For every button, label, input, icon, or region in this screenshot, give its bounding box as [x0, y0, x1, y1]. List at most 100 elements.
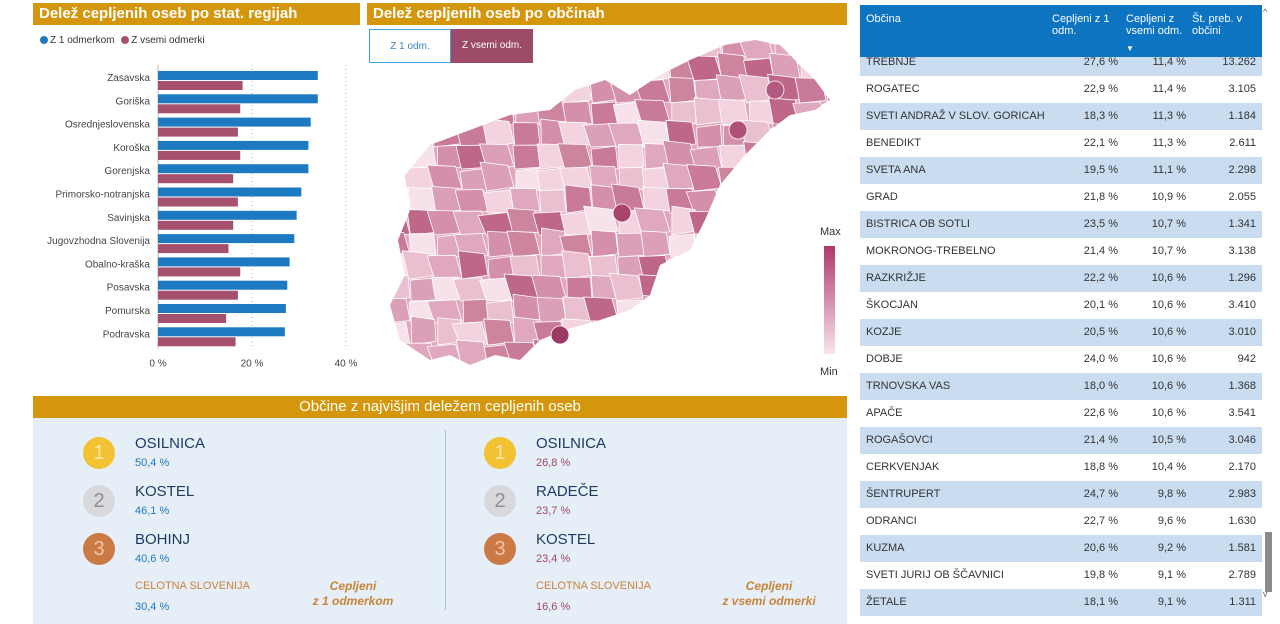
municipality-region[interactable]: [512, 122, 541, 148]
municipality-region[interactable]: [409, 75, 437, 104]
municipality-region[interactable]: [488, 366, 514, 389]
municipality-region[interactable]: [617, 144, 645, 170]
municipality-region[interactable]: [383, 145, 411, 170]
municipality-region[interactable]: [693, 232, 723, 258]
municipality-region[interactable]: [796, 141, 827, 170]
bar-dose1[interactable]: [158, 117, 311, 127]
bar-full[interactable]: [158, 174, 234, 184]
municipality-region[interactable]: [384, 119, 411, 148]
bar-full[interactable]: [158, 244, 229, 254]
municipality-region[interactable]: [614, 321, 645, 346]
municipality-region[interactable]: [615, 343, 645, 367]
bar-dose1[interactable]: [158, 210, 297, 220]
bar-full[interactable]: [158, 290, 238, 300]
column-header-population[interactable]: Št. preb. v občini: [1192, 13, 1243, 37]
municipality-region[interactable]: [634, 361, 671, 389]
table-scrollbar[interactable]: ^ v: [1262, 5, 1275, 624]
municipality-region[interactable]: [532, 57, 567, 82]
municipality-region[interactable]: [773, 341, 801, 367]
municipality-region[interactable]: [463, 366, 488, 389]
municipality-region[interactable]: [722, 273, 749, 302]
municipality-region[interactable]: [689, 275, 723, 302]
bar-full[interactable]: [158, 81, 243, 90]
municipality-region[interactable]: [749, 189, 775, 214]
municipality-region[interactable]: [817, 123, 840, 148]
municipality-region[interactable]: [567, 57, 593, 82]
municipality-region[interactable]: [483, 318, 515, 346]
table-row[interactable]: ŠENTRUPERT 24,7 % 9,8 % 2.983: [860, 481, 1262, 508]
municipality-region[interactable]: [792, 101, 827, 126]
municipality-region-highlight[interactable]: [728, 120, 748, 140]
municipality-region[interactable]: [720, 255, 749, 280]
municipality-region-highlight[interactable]: [765, 80, 785, 100]
municipality-region[interactable]: [799, 252, 827, 280]
municipality-region[interactable]: [641, 294, 671, 324]
municipality-region[interactable]: [743, 321, 775, 346]
municipality-region[interactable]: [668, 76, 697, 104]
municipality-region[interactable]: [738, 165, 775, 192]
municipality-region[interactable]: [407, 187, 437, 214]
municipality-region[interactable]: [432, 366, 462, 389]
municipality-region[interactable]: [767, 141, 801, 170]
municipality-region[interactable]: [817, 57, 840, 82]
municipality-region[interactable]: [636, 55, 671, 82]
table-row[interactable]: ODRANCI 22,7 % 9,6 % 1.630: [860, 508, 1262, 535]
table-row[interactable]: BISTRICA OB SOTLI 23,5 % 10,7 % 1.341: [860, 211, 1262, 238]
municipality-region[interactable]: [714, 299, 749, 324]
bar-full[interactable]: [158, 267, 241, 277]
municipality-region[interactable]: [775, 252, 801, 280]
scrollbar-thumb[interactable]: [1265, 532, 1272, 592]
municipality-region-highlight[interactable]: [550, 325, 570, 345]
municipality-region[interactable]: [659, 273, 697, 302]
municipality-region[interactable]: [766, 186, 801, 214]
municipality-region[interactable]: [797, 296, 827, 324]
municipality-region[interactable]: [800, 189, 827, 214]
municipality-region[interactable]: [456, 100, 489, 126]
municipality-region[interactable]: [826, 78, 840, 104]
municipality-region[interactable]: [410, 315, 437, 346]
municipality-region[interactable]: [636, 318, 671, 346]
bar-dose1[interactable]: [158, 280, 288, 290]
municipality-region[interactable]: [775, 320, 801, 346]
municipality-region[interactable]: [582, 35, 619, 60]
municipality-region[interactable]: [380, 297, 411, 324]
municipality-region[interactable]: [826, 100, 840, 126]
table-row[interactable]: RAZKRIŽJE 22,2 % 10,6 % 1.296: [860, 265, 1262, 292]
municipality-region[interactable]: [712, 208, 749, 236]
municipality-region[interactable]: [765, 231, 801, 258]
table-row[interactable]: ŽETALE 18,1 % 9,1 % 1.311: [860, 589, 1262, 616]
municipality-region[interactable]: [376, 211, 411, 236]
municipality-region[interactable]: [609, 35, 645, 60]
municipality-region[interactable]: [405, 101, 437, 126]
municipality-region[interactable]: [671, 35, 697, 60]
municipality-region[interactable]: [820, 187, 840, 214]
municipality-region[interactable]: [454, 188, 489, 214]
municipality-region[interactable]: [795, 339, 827, 367]
municipality-region[interactable]: [694, 342, 723, 367]
bar-full[interactable]: [158, 197, 238, 207]
municipality-region[interactable]: [619, 361, 645, 389]
bar-dose1[interactable]: [158, 304, 286, 313]
municipality-region[interactable]: [380, 188, 411, 214]
municipality-region[interactable]: [772, 122, 801, 148]
table-row[interactable]: KOZJE 20,5 % 10,6 % 3.010: [860, 319, 1262, 346]
bar-dose1[interactable]: [158, 140, 309, 150]
municipality-region[interactable]: [479, 161, 515, 192]
municipality-region[interactable]: [512, 144, 541, 170]
column-header-full[interactable]: Cepljeni z vsemi odm.: [1126, 13, 1183, 37]
municipality-region[interactable]: [556, 359, 593, 389]
municipality-region[interactable]: [426, 119, 463, 148]
column-header-dose1[interactable]: Cepljeni z 1 odm.: [1052, 13, 1110, 37]
municipality-region[interactable]: [506, 230, 541, 258]
municipality-region[interactable]: [790, 164, 827, 192]
municipality-region[interactable]: [738, 210, 775, 236]
table-row[interactable]: SVETI JURIJ OB ŠČAVNICI 19,8 % 9,1 % 2.789: [860, 562, 1262, 589]
municipality-region[interactable]: [633, 207, 671, 236]
municipality-region[interactable]: [590, 145, 619, 170]
municipality-region[interactable]: [769, 52, 801, 82]
bar-dose1[interactable]: [158, 257, 290, 267]
table-row[interactable]: SVETI ANDRAŽ V SLOV. GORICAH 18,3 % 11,3 %…: [860, 103, 1262, 130]
municipality-region[interactable]: [374, 166, 411, 192]
municipality-region[interactable]: [768, 299, 801, 324]
municipality-region[interactable]: [510, 366, 540, 389]
